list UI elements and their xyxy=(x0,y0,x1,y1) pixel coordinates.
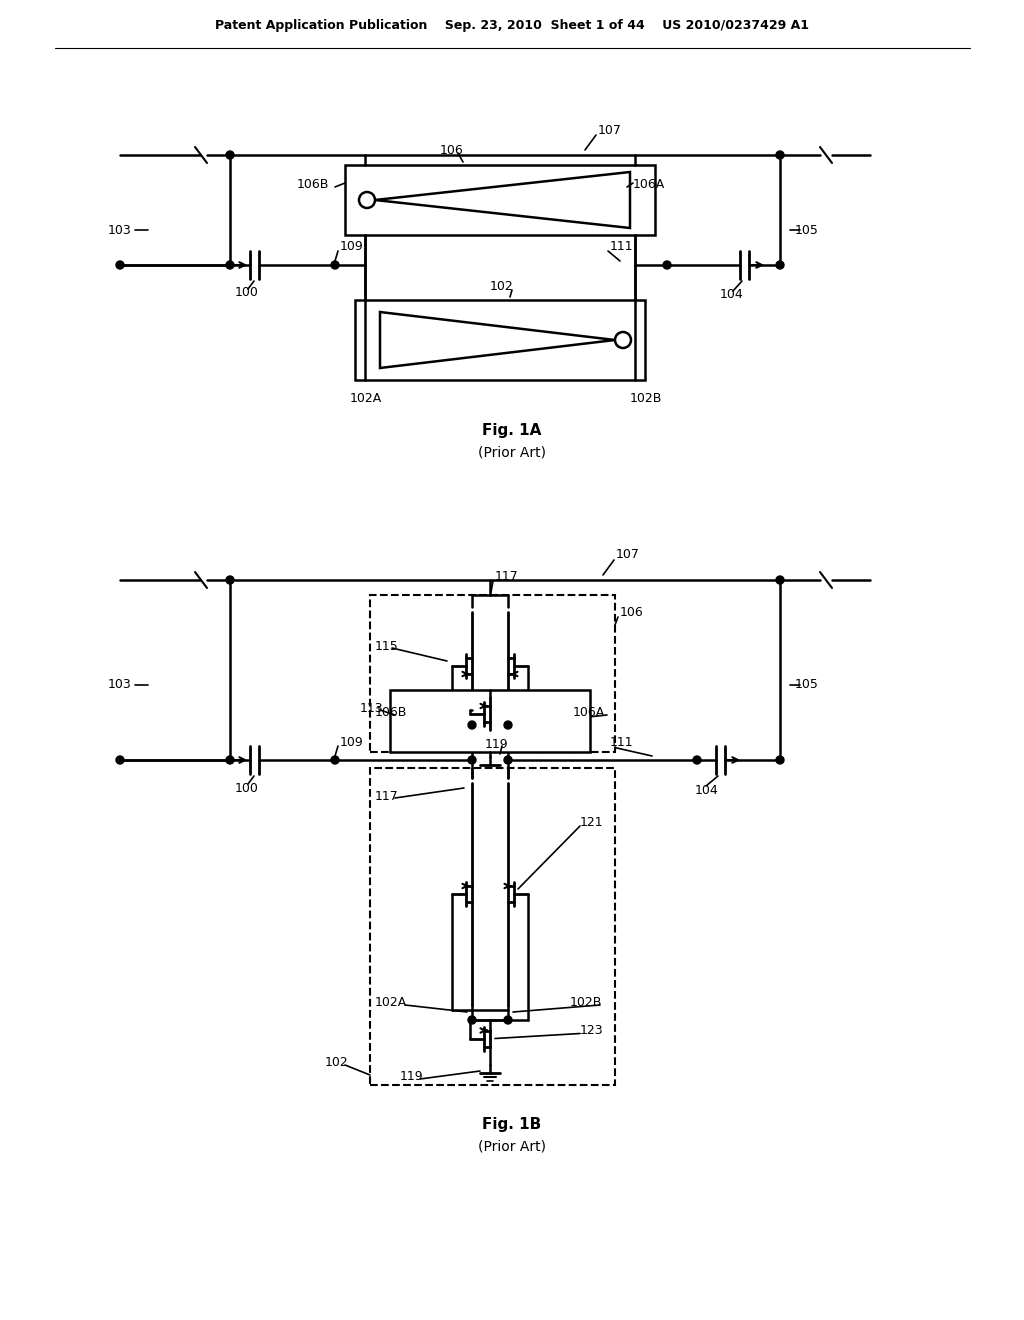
Text: 104: 104 xyxy=(720,289,743,301)
Text: 102B: 102B xyxy=(630,392,663,404)
Text: 104: 104 xyxy=(695,784,719,796)
Text: 111: 111 xyxy=(610,735,634,748)
Text: 109: 109 xyxy=(340,240,364,253)
Bar xyxy=(390,690,590,752)
Text: 117: 117 xyxy=(495,570,519,583)
Text: 102A: 102A xyxy=(375,997,408,1010)
Text: 113: 113 xyxy=(360,701,384,714)
Text: 106B: 106B xyxy=(375,705,408,718)
Text: 103: 103 xyxy=(108,223,132,236)
Text: 102B: 102B xyxy=(570,997,602,1010)
Circle shape xyxy=(468,721,476,729)
Circle shape xyxy=(116,261,124,269)
Circle shape xyxy=(116,756,124,764)
Text: 115: 115 xyxy=(375,639,398,652)
Text: 106A: 106A xyxy=(633,178,666,191)
Text: Fig. 1A: Fig. 1A xyxy=(482,422,542,437)
Circle shape xyxy=(776,576,784,583)
Text: 102: 102 xyxy=(490,280,514,293)
Text: 111: 111 xyxy=(610,240,634,253)
Circle shape xyxy=(226,576,234,583)
Circle shape xyxy=(226,150,234,158)
Text: 119: 119 xyxy=(400,1071,424,1084)
Bar xyxy=(370,595,615,752)
Text: Patent Application Publication    Sep. 23, 2010  Sheet 1 of 44    US 2010/023742: Patent Application Publication Sep. 23, … xyxy=(215,18,809,32)
Bar xyxy=(370,768,615,1085)
Text: 105: 105 xyxy=(795,223,819,236)
Text: 106A: 106A xyxy=(573,705,605,718)
Text: 102: 102 xyxy=(325,1056,349,1069)
Text: (Prior Art): (Prior Art) xyxy=(478,1140,546,1154)
Text: 107: 107 xyxy=(616,549,640,561)
Text: 106: 106 xyxy=(620,606,644,619)
Bar xyxy=(355,300,645,380)
Text: 100: 100 xyxy=(234,781,259,795)
Text: 109: 109 xyxy=(340,735,364,748)
Text: 103: 103 xyxy=(108,678,132,692)
Text: 102A: 102A xyxy=(350,392,382,404)
Text: 106: 106 xyxy=(440,144,464,157)
Text: 121: 121 xyxy=(580,817,603,829)
Text: 107: 107 xyxy=(598,124,622,136)
Circle shape xyxy=(504,1016,512,1024)
Text: 105: 105 xyxy=(795,678,819,692)
Circle shape xyxy=(226,261,234,269)
Circle shape xyxy=(331,261,339,269)
Circle shape xyxy=(468,756,476,764)
Text: 119: 119 xyxy=(485,738,509,751)
Text: 117: 117 xyxy=(375,789,398,803)
Circle shape xyxy=(226,756,234,764)
Text: 123: 123 xyxy=(580,1024,603,1038)
Circle shape xyxy=(468,1016,476,1024)
Circle shape xyxy=(776,150,784,158)
Text: (Prior Art): (Prior Art) xyxy=(478,445,546,459)
Text: 106B: 106B xyxy=(297,178,330,191)
Circle shape xyxy=(504,721,512,729)
Bar xyxy=(345,165,655,235)
Circle shape xyxy=(504,756,512,764)
Circle shape xyxy=(776,261,784,269)
Circle shape xyxy=(331,756,339,764)
Circle shape xyxy=(776,756,784,764)
Circle shape xyxy=(663,261,671,269)
Text: 100: 100 xyxy=(234,286,259,300)
Circle shape xyxy=(693,756,701,764)
Text: Fig. 1B: Fig. 1B xyxy=(482,1118,542,1133)
